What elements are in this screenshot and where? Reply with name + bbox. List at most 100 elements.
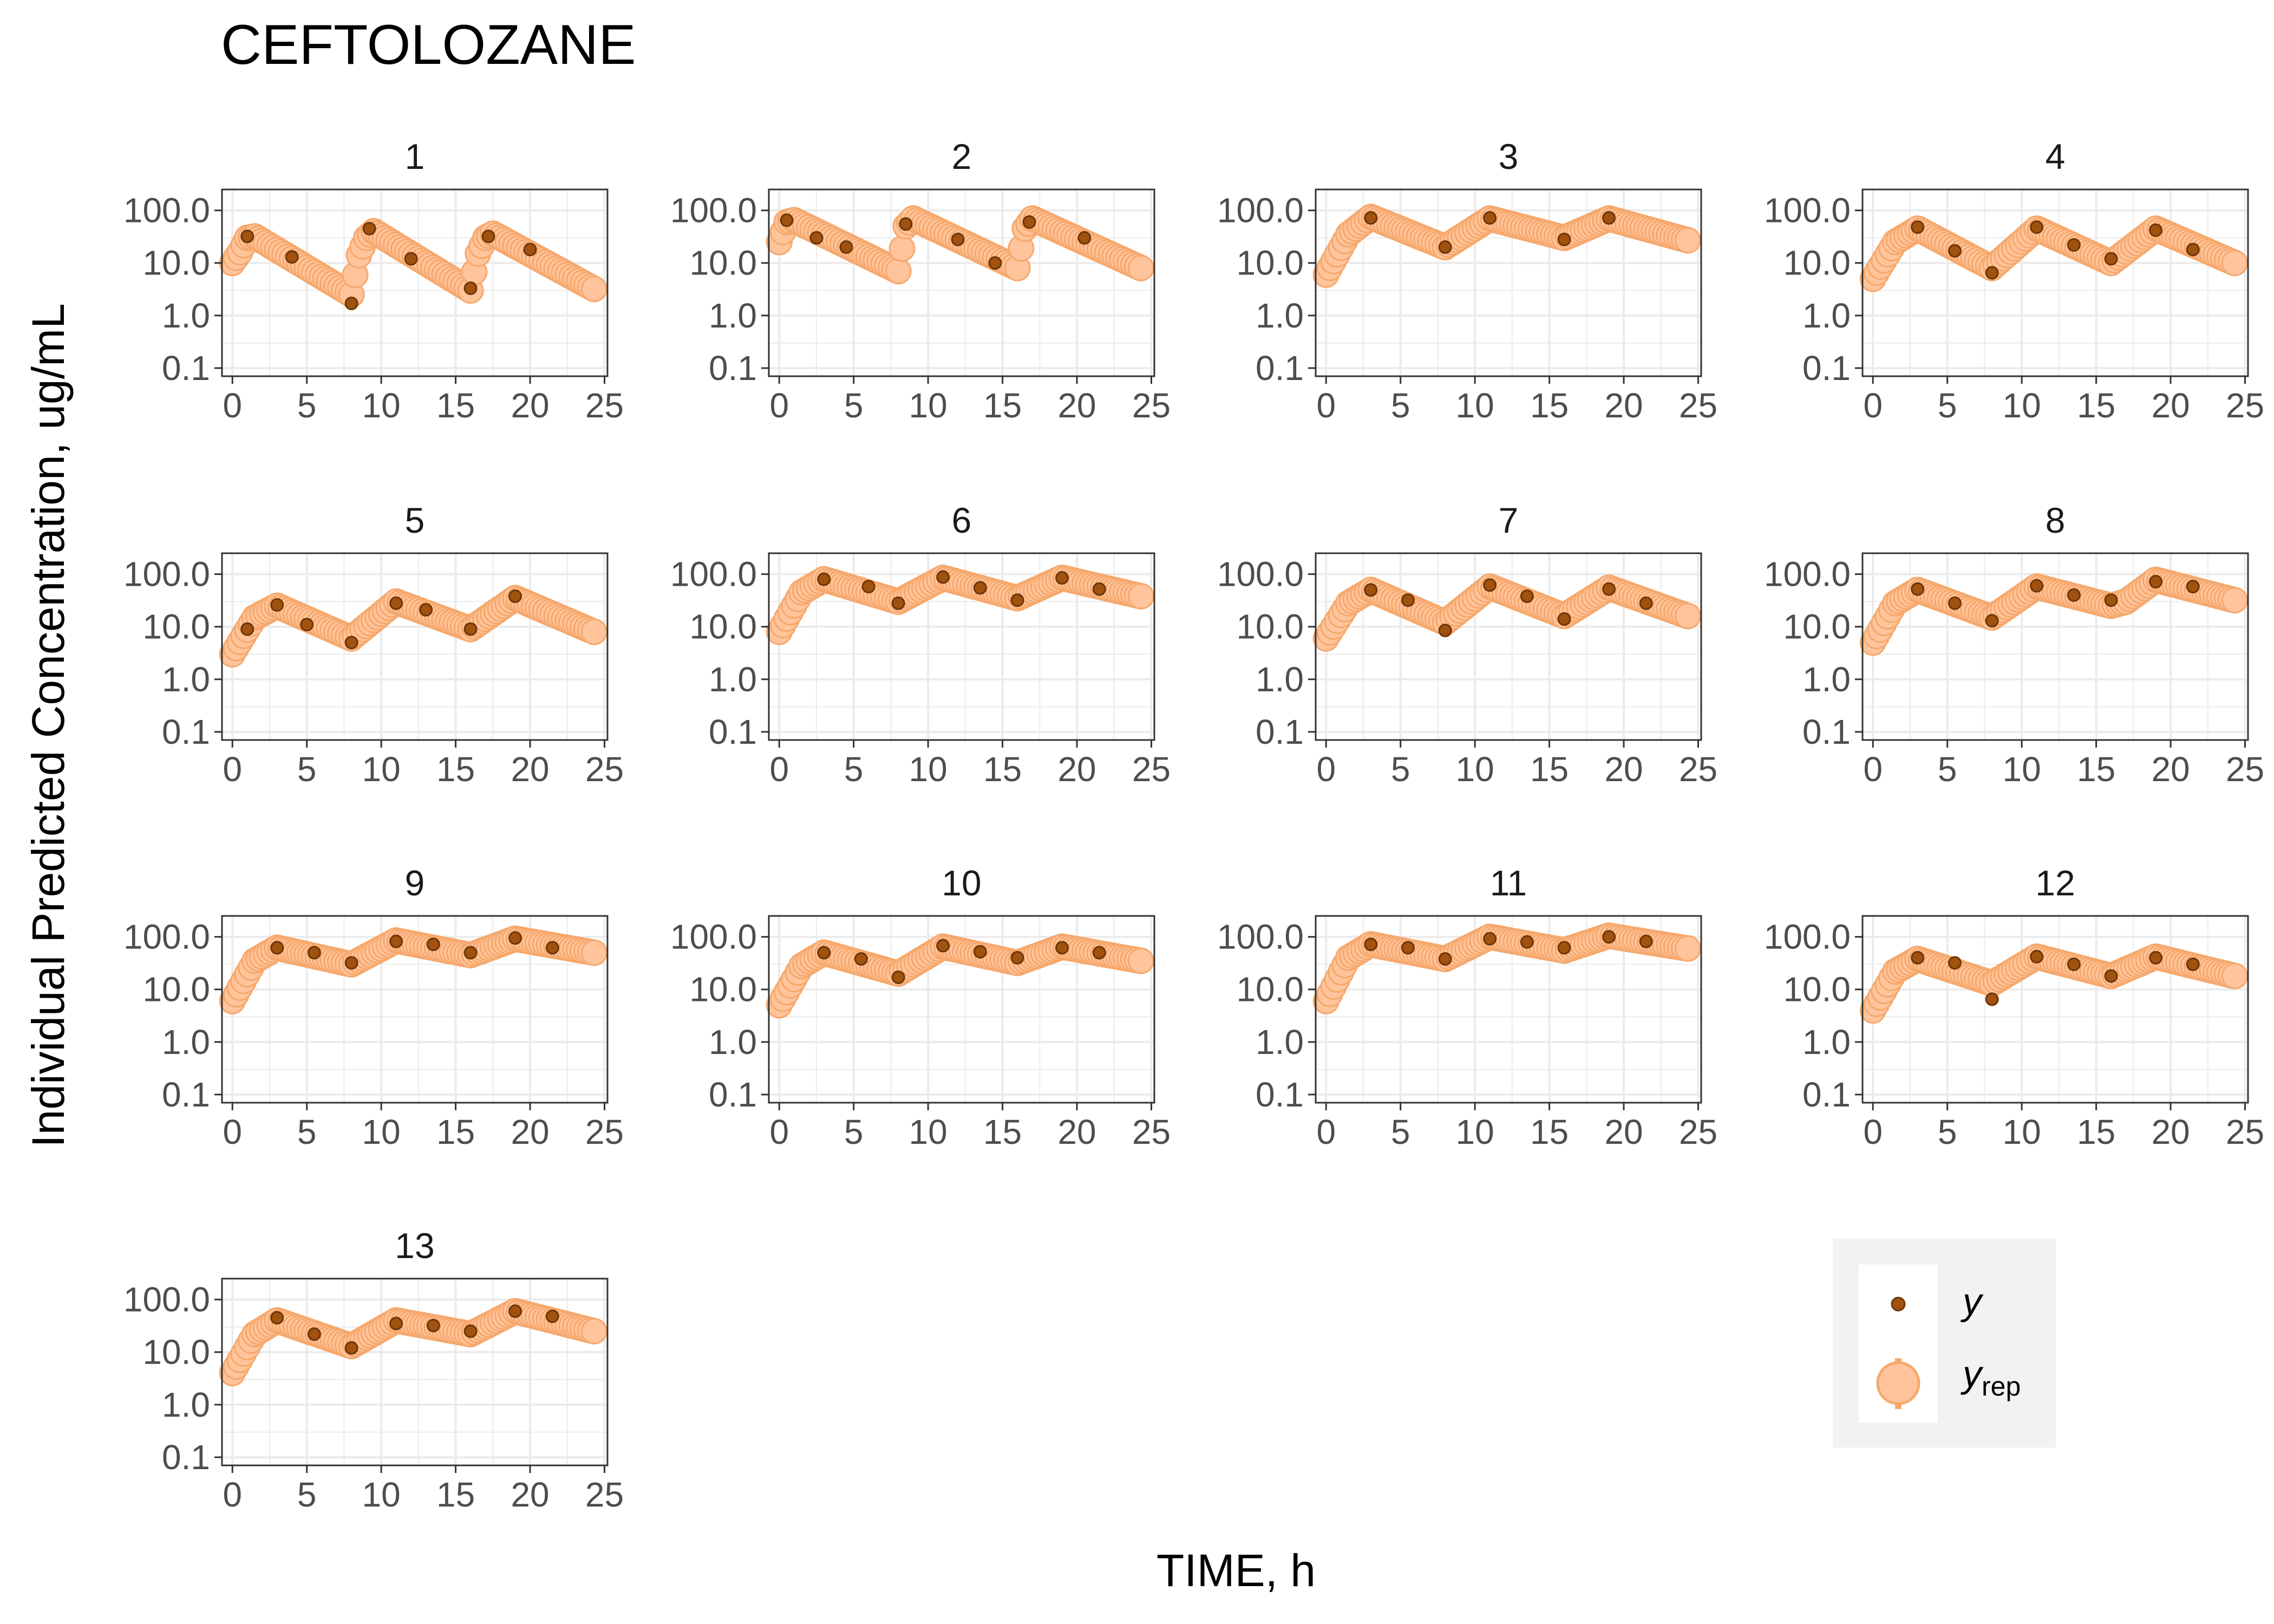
facet-label: 5 (405, 500, 425, 540)
yrep-point (2221, 250, 2248, 277)
y-point (891, 596, 905, 610)
legend-label-yrep-main: y (1961, 1353, 1984, 1395)
facet-panel-1: 1 100.0 10.0 1.0 0.1 0 5 10 15 20 25 (123, 136, 624, 425)
y-point (1438, 624, 1452, 638)
y-series (270, 931, 559, 970)
y-point (2067, 588, 2081, 602)
y-point (344, 1341, 358, 1355)
y-point (2149, 223, 2163, 237)
y-tick-label: 0.1 (1256, 712, 1304, 751)
panel-border (768, 552, 1155, 741)
x-tick-label: 5 (1938, 1112, 1957, 1151)
x-tick-label: 0 (223, 1475, 242, 1514)
facet-panel-4: 4 100.0 10.0 1.0 0.1 0 5 10 15 20 25 (1764, 136, 2264, 425)
y-point (1911, 220, 1925, 234)
x-tick-label: 25 (585, 1475, 624, 1514)
x-tick-label: 0 (1316, 386, 1336, 425)
y-tick-label: 100.0 (670, 555, 757, 594)
yrep-point (1127, 582, 1154, 610)
y-point (891, 970, 905, 984)
y-tick-label: 10.0 (689, 970, 757, 1009)
y-tick-label: 100.0 (1217, 191, 1304, 230)
y-tick-label: 1.0 (1802, 1023, 1851, 1062)
facet-label: 3 (1499, 136, 1519, 176)
y-tick-label: 100.0 (670, 191, 757, 230)
y-point (463, 281, 478, 296)
yrep-point (888, 235, 916, 262)
y-point (1602, 582, 1616, 596)
panel-border (221, 1278, 609, 1466)
y-point (2149, 574, 2163, 588)
yrep-point (2221, 587, 2248, 614)
y-point (1092, 582, 1106, 596)
y-tick-label: 0.1 (709, 712, 757, 751)
yrep-point (1674, 227, 1701, 254)
x-tick-label: 20 (1604, 1112, 1643, 1151)
x-tick-label: 5 (1938, 386, 1957, 425)
x-tick-label: 25 (585, 750, 624, 789)
y-point (2067, 238, 2081, 252)
y-point (2149, 951, 2163, 965)
y-tick-label: 1.0 (709, 296, 757, 335)
y-series (1911, 949, 2200, 1006)
y-point (1948, 956, 1962, 970)
y-point (344, 296, 358, 310)
panel-background (222, 553, 607, 740)
y-tick-label: 10.0 (142, 1333, 210, 1372)
y-tick-label: 10.0 (142, 607, 210, 646)
legend-label-yrep: yrep (1961, 1353, 2021, 1402)
y-tick-label: 100.0 (1217, 918, 1304, 957)
panel-border (1315, 188, 1702, 377)
y-point (1483, 211, 1497, 225)
panel-border (221, 188, 609, 377)
x-tick-label: 0 (1316, 1112, 1336, 1151)
y-point (1092, 946, 1106, 960)
y-point (1364, 583, 1378, 597)
x-tick-label: 20 (2151, 1112, 2190, 1151)
y-tick-label: 100.0 (670, 918, 757, 957)
x-tick-label: 20 (511, 1112, 549, 1151)
y-series (270, 1304, 559, 1355)
y-point (426, 1319, 440, 1333)
x-tick-label: 15 (983, 750, 1022, 789)
y-series (817, 570, 1106, 610)
facet-panel-5: 5 100.0 10.0 1.0 0.1 0 5 10 15 20 25 (123, 500, 624, 789)
x-tick-label: 25 (2226, 1112, 2264, 1151)
x-tick-label: 25 (1132, 386, 1171, 425)
y-point (2067, 957, 2081, 971)
y-point (508, 589, 522, 603)
y-point (1438, 952, 1452, 966)
y-tick-label: 10.0 (142, 970, 210, 1009)
yrep-point (1127, 947, 1154, 974)
x-axis-label: TIME, h (1156, 1545, 1316, 1596)
facet-label: 12 (2035, 863, 2075, 903)
y-point (1364, 211, 1378, 225)
y-tick-label: 10.0 (1236, 970, 1304, 1009)
y-tick-label: 100.0 (1764, 555, 1851, 594)
x-tick-label: 0 (1316, 750, 1336, 789)
facet-panels: 1 100.0 10.0 1.0 0.1 0 5 10 15 20 25 2 100.0 10.0 1.0 0… (123, 136, 2264, 1514)
panel-border (768, 915, 1155, 1104)
y-point (307, 946, 321, 960)
y-tick-label: 1.0 (1802, 296, 1851, 335)
y-point (899, 217, 913, 231)
y-point (1010, 951, 1024, 965)
yrep-point (2221, 962, 2248, 990)
x-tick-label: 20 (1057, 386, 1096, 425)
y-tick-label: 10.0 (1236, 607, 1304, 646)
y-point (270, 1311, 284, 1325)
y-point (463, 622, 478, 636)
y-point (463, 1324, 478, 1338)
yrep-point (580, 276, 607, 303)
y-point (1948, 244, 1962, 258)
y-tick-label: 0.1 (162, 349, 210, 388)
facet-panel-7: 7 100.0 10.0 1.0 0.1 0 5 10 15 20 25 (1217, 500, 1717, 789)
y-point (1077, 231, 1092, 245)
y-point (2104, 252, 2118, 266)
y-point (307, 1327, 321, 1341)
x-tick-label: 15 (1530, 750, 1569, 789)
y-tick-label: 0.1 (162, 1438, 210, 1477)
y-point (270, 941, 284, 955)
y-tick-label: 1.0 (1802, 660, 1851, 699)
x-tick-label: 5 (844, 1112, 864, 1151)
